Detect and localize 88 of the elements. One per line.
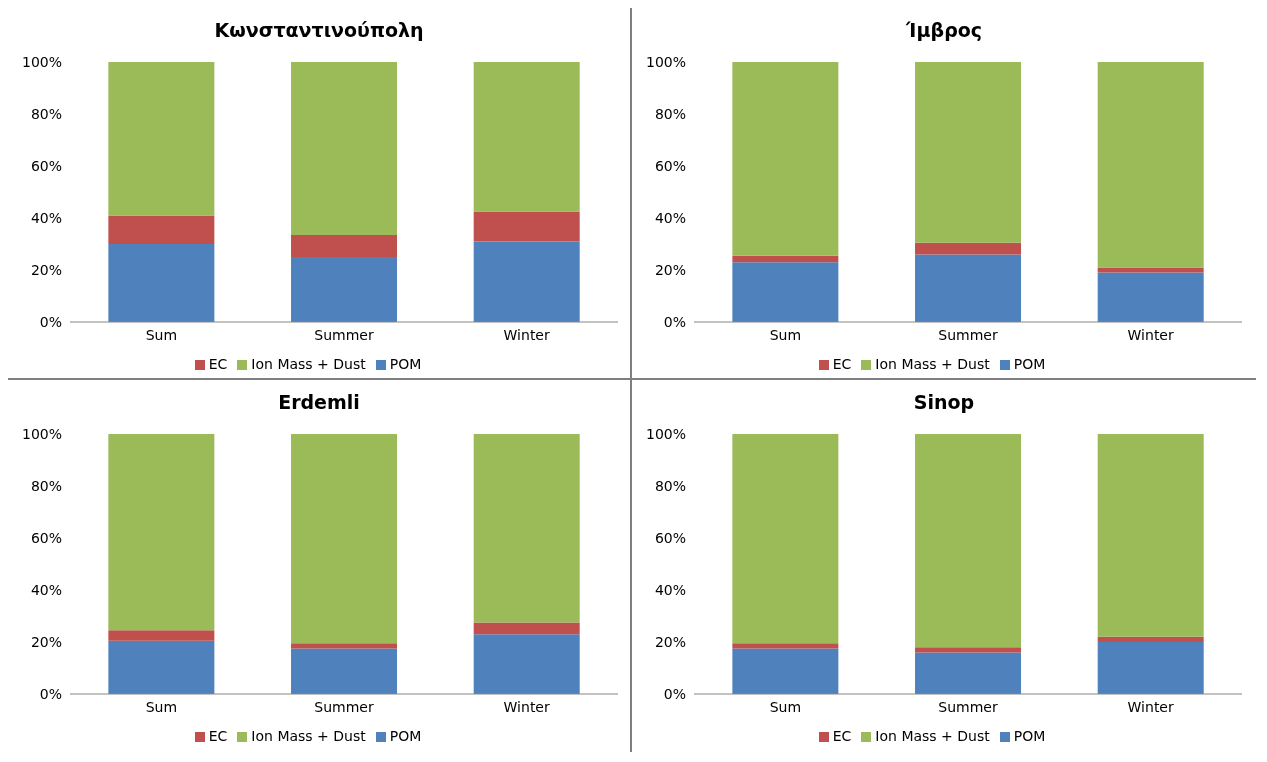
- bar: [732, 262, 839, 322]
- bar: [291, 62, 398, 235]
- bar: [1097, 62, 1204, 268]
- y-tick-label: 100%: [645, 425, 686, 442]
- bar: [1097, 267, 1204, 273]
- y-tick-label: 60%: [654, 529, 686, 546]
- y-tick-label: 40%: [654, 209, 686, 226]
- x-tick-label: Sum: [145, 326, 178, 343]
- x-tick-label: Winter: [1127, 326, 1174, 343]
- bar: [291, 234, 398, 257]
- legend-label: POM: [389, 356, 422, 372]
- bar: [291, 257, 398, 322]
- y-tick-label: 40%: [654, 581, 686, 598]
- bar: [108, 215, 215, 244]
- bar: [291, 643, 398, 649]
- bar: [473, 62, 580, 212]
- x-tick-label: Winter: [503, 326, 550, 343]
- x-tick-label: Winter: [503, 698, 550, 715]
- y-tick-label: 0%: [39, 313, 62, 330]
- bar: [473, 622, 580, 635]
- legend-label: POM: [1013, 356, 1046, 372]
- bar: [108, 434, 215, 631]
- y-tick-label: 0%: [39, 685, 62, 702]
- legend-label: Ion Mass + Dust: [251, 728, 366, 744]
- y-tick-label: 20%: [654, 633, 686, 650]
- legend-label: EC: [832, 356, 852, 372]
- bar: [732, 255, 839, 263]
- bar: [473, 434, 580, 623]
- y-tick-label: 0%: [663, 685, 686, 702]
- legend-label: POM: [1013, 728, 1046, 744]
- y-tick-label: 20%: [30, 633, 62, 650]
- bar: [915, 647, 1022, 653]
- bar: [1097, 272, 1204, 322]
- x-tick-label: Winter: [1127, 698, 1174, 715]
- bar: [732, 62, 839, 256]
- chart-title: Erdemli: [277, 390, 361, 415]
- bar: [732, 648, 839, 694]
- chart-title: Ίμβρος: [904, 18, 984, 43]
- y-tick-label: 40%: [30, 209, 62, 226]
- bar: [1097, 434, 1204, 637]
- y-tick-label: 80%: [30, 105, 62, 122]
- bar: [915, 242, 1022, 255]
- bar: [108, 244, 215, 322]
- bar: [108, 640, 215, 694]
- bar: [108, 62, 215, 216]
- legend-label: EC: [208, 356, 228, 372]
- y-tick-label: 100%: [21, 425, 62, 442]
- y-tick-label: 60%: [30, 529, 62, 546]
- y-tick-label: 0%: [663, 313, 686, 330]
- bar: [291, 648, 398, 694]
- legend-label: Ion Mass + Dust: [875, 728, 990, 744]
- bar: [473, 634, 580, 694]
- bar: [108, 630, 215, 641]
- y-tick-label: 80%: [30, 477, 62, 494]
- legend-label: EC: [832, 728, 852, 744]
- bar: [732, 434, 839, 644]
- y-tick-label: 80%: [654, 477, 686, 494]
- bar: [291, 434, 398, 644]
- y-tick-label: 40%: [30, 581, 62, 598]
- bar: [915, 652, 1022, 694]
- y-tick-label: 100%: [21, 53, 62, 70]
- legend-label: EC: [208, 728, 228, 744]
- y-tick-label: 60%: [654, 157, 686, 174]
- bar: [915, 254, 1022, 322]
- x-tick-label: Summer: [938, 326, 998, 343]
- legend-label: Ion Mass + Dust: [875, 356, 990, 372]
- chart-title: Κωνσταντινούπολη: [213, 18, 425, 43]
- x-tick-label: Sum: [769, 698, 802, 715]
- legend-label: POM: [389, 728, 422, 744]
- y-tick-label: 80%: [654, 105, 686, 122]
- bar: [915, 62, 1022, 243]
- x-tick-label: Summer: [314, 326, 374, 343]
- x-tick-label: Summer: [938, 698, 998, 715]
- x-tick-label: Sum: [769, 326, 802, 343]
- y-tick-label: 60%: [30, 157, 62, 174]
- legend-label: Ion Mass + Dust: [251, 356, 366, 372]
- bar: [1097, 636, 1204, 642]
- x-tick-label: Summer: [314, 698, 374, 715]
- chart-title: Sinop: [912, 390, 976, 415]
- y-tick-label: 100%: [645, 53, 686, 70]
- bar: [473, 241, 580, 322]
- bar: [915, 434, 1022, 648]
- bar: [732, 643, 839, 649]
- x-tick-label: Sum: [145, 698, 178, 715]
- bar: [1097, 642, 1204, 694]
- y-tick-label: 20%: [654, 261, 686, 278]
- y-tick-label: 20%: [30, 261, 62, 278]
- bar: [473, 211, 580, 242]
